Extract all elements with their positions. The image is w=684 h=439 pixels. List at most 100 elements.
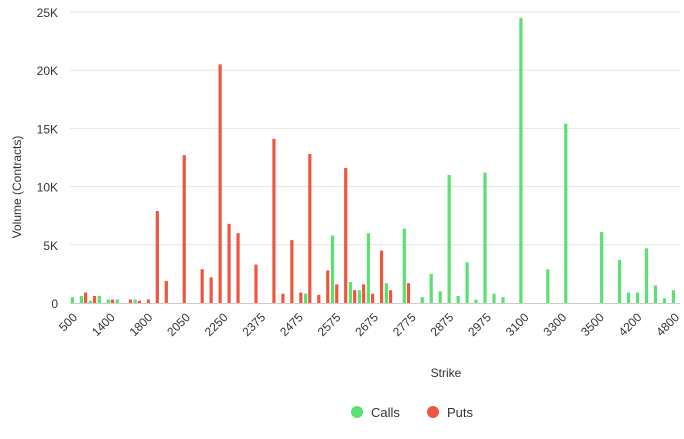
x-tick-label: 500 (56, 310, 80, 334)
x-tick-label: 2375 (239, 310, 268, 339)
bar-puts[interactable] (335, 284, 339, 303)
bar-puts[interactable] (146, 299, 150, 303)
bar-puts[interactable] (209, 277, 213, 303)
x-tick-label: 2675 (352, 310, 381, 339)
bar-puts[interactable] (137, 300, 141, 303)
bar-puts[interactable] (290, 240, 294, 303)
bar-calls[interactable] (304, 293, 308, 303)
bar-puts[interactable] (299, 292, 303, 303)
x-tick-label: 1400 (89, 310, 118, 339)
bar-calls[interactable] (483, 172, 487, 303)
y-tick-label: 25K (37, 6, 58, 20)
legend: Calls Puts (351, 405, 474, 420)
bar-puts[interactable] (353, 290, 357, 303)
bar-puts[interactable] (326, 270, 330, 303)
x-tick-label: 1800 (127, 310, 156, 339)
bar-puts[interactable] (406, 283, 411, 303)
legend-item-calls[interactable]: Calls (351, 405, 400, 420)
bar-calls[interactable] (564, 123, 568, 303)
bar-calls[interactable] (402, 228, 406, 303)
bar-puts[interactable] (272, 138, 276, 303)
bar-calls[interactable] (88, 300, 92, 303)
bar-calls[interactable] (644, 248, 649, 303)
bar-puts[interactable] (236, 233, 240, 303)
bar-puts[interactable] (227, 223, 231, 303)
bar-calls[interactable] (671, 290, 676, 303)
legend-swatch-puts (427, 406, 439, 418)
bar-puts[interactable] (164, 280, 168, 303)
x-tick-label: 2250 (202, 310, 231, 339)
x-tick-label: 3300 (540, 310, 569, 339)
bar-calls[interactable] (617, 259, 622, 303)
bar-calls[interactable] (635, 292, 640, 303)
x-tick-label: 4200 (616, 310, 645, 339)
bar-puts[interactable] (308, 154, 312, 303)
bar-puts[interactable] (92, 296, 97, 303)
bar-calls[interactable] (115, 299, 119, 303)
bar-calls[interactable] (79, 296, 83, 303)
x-tick-label: 3100 (503, 310, 532, 339)
bar-puts[interactable] (182, 155, 186, 303)
bar-puts[interactable] (281, 293, 285, 303)
bar-puts[interactable] (155, 211, 159, 303)
bars (70, 17, 676, 303)
bar-calls[interactable] (465, 262, 469, 303)
bar-calls[interactable] (420, 297, 424, 303)
bar-calls[interactable] (653, 285, 658, 303)
legend-item-puts[interactable]: Puts (427, 405, 474, 420)
x-axis-ticks: 500 1400 1800 2050 2250 2375 2475 2575 2675 2775 2… (56, 310, 682, 339)
y-tick-label: 10K (37, 181, 58, 195)
bar-calls[interactable] (474, 299, 478, 303)
bar-calls[interactable] (447, 174, 451, 303)
bar-calls[interactable] (438, 291, 442, 303)
bar-puts[interactable] (379, 250, 384, 303)
bar-calls[interactable] (600, 231, 604, 303)
bar-calls[interactable] (357, 290, 362, 303)
bar-puts[interactable] (388, 290, 393, 303)
bar-puts[interactable] (344, 167, 348, 303)
bar-calls[interactable] (429, 273, 433, 303)
bar-puts[interactable] (218, 64, 222, 303)
bar-calls[interactable] (626, 292, 631, 303)
bar-calls[interactable] (492, 293, 496, 303)
bar-calls[interactable] (384, 283, 388, 303)
x-tick-label: 2775 (390, 310, 419, 339)
bar-calls[interactable] (133, 299, 137, 303)
y-tick-label: 0 (51, 297, 58, 311)
x-tick-label: 2975 (465, 310, 494, 339)
x-tick-label: 2475 (277, 310, 306, 339)
bar-puts[interactable] (128, 299, 133, 303)
bar-calls[interactable] (366, 233, 371, 303)
bar-calls[interactable] (456, 296, 460, 303)
y-axis-ticks: 0 5K 10K 15K 20K 25K (37, 6, 59, 311)
bar-calls[interactable] (662, 298, 667, 303)
bar-calls[interactable] (97, 296, 101, 303)
bar-calls[interactable] (546, 269, 550, 303)
x-tick-label: 2050 (164, 310, 193, 339)
bar-puts[interactable] (83, 292, 88, 303)
bar-calls[interactable] (348, 282, 353, 303)
legend-swatch-calls (351, 406, 363, 418)
x-tick-label: 2875 (428, 310, 457, 339)
bar-puts[interactable] (110, 299, 115, 303)
x-axis-title: Strike (431, 366, 462, 380)
bar-puts[interactable] (254, 264, 258, 303)
legend-label-calls: Calls (371, 405, 400, 420)
bar-calls[interactable] (501, 297, 505, 303)
legend-label-puts: Puts (447, 405, 474, 420)
grid-lines (70, 11, 680, 246)
y-tick-label: 5K (43, 239, 58, 253)
bar-calls[interactable] (70, 297, 74, 303)
bar-puts[interactable] (371, 293, 375, 303)
y-axis-title: Volume (Contracts) (10, 136, 24, 239)
bar-puts[interactable] (317, 294, 321, 303)
y-tick-label: 20K (37, 64, 58, 78)
bar-calls[interactable] (519, 17, 523, 303)
bar-puts[interactable] (362, 284, 366, 303)
bar-calls[interactable] (330, 235, 335, 303)
bar-calls[interactable] (106, 299, 110, 303)
bar-puts[interactable] (200, 269, 204, 303)
x-tick-label: 4800 (653, 310, 682, 339)
